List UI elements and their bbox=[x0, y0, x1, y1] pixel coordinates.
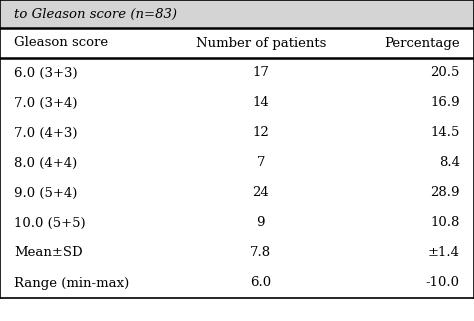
Text: 28.9: 28.9 bbox=[430, 187, 460, 199]
Text: 6.0 (3+3): 6.0 (3+3) bbox=[14, 66, 78, 80]
Text: 14: 14 bbox=[252, 97, 269, 109]
Text: 7.8: 7.8 bbox=[250, 247, 271, 259]
Text: 20.5: 20.5 bbox=[430, 66, 460, 80]
Bar bbox=[0, 58, 474, 88]
Bar bbox=[0, 88, 474, 118]
Text: 10.8: 10.8 bbox=[430, 216, 460, 230]
Text: 24: 24 bbox=[252, 187, 269, 199]
Bar bbox=[0, 0, 474, 28]
Bar bbox=[0, 118, 474, 148]
Text: to Gleason score (n=83): to Gleason score (n=83) bbox=[14, 7, 177, 21]
Text: 7: 7 bbox=[256, 157, 265, 169]
Text: 9.0 (5+4): 9.0 (5+4) bbox=[14, 187, 78, 199]
Text: 17: 17 bbox=[252, 66, 269, 80]
Bar bbox=[0, 148, 474, 178]
Text: 8.4: 8.4 bbox=[439, 157, 460, 169]
Text: Range (min-max): Range (min-max) bbox=[14, 276, 129, 290]
Bar bbox=[0, 178, 474, 208]
Bar bbox=[0, 28, 474, 58]
Bar bbox=[0, 268, 474, 298]
Text: 10.0 (5+5): 10.0 (5+5) bbox=[14, 216, 86, 230]
Bar bbox=[0, 208, 474, 238]
Text: 8.0 (4+4): 8.0 (4+4) bbox=[14, 157, 77, 169]
Text: Mean±SD: Mean±SD bbox=[14, 247, 83, 259]
Text: Gleason score: Gleason score bbox=[14, 37, 109, 49]
Text: 7.0 (4+3): 7.0 (4+3) bbox=[14, 126, 78, 140]
Text: 7.0 (3+4): 7.0 (3+4) bbox=[14, 97, 78, 109]
Bar bbox=[0, 238, 474, 268]
Text: Number of patients: Number of patients bbox=[195, 37, 326, 49]
Text: 16.9: 16.9 bbox=[430, 97, 460, 109]
Text: -10.0: -10.0 bbox=[426, 276, 460, 290]
Text: 12: 12 bbox=[252, 126, 269, 140]
Text: 6.0: 6.0 bbox=[250, 276, 271, 290]
Text: ±1.4: ±1.4 bbox=[428, 247, 460, 259]
Text: Percentage: Percentage bbox=[384, 37, 460, 49]
Text: 14.5: 14.5 bbox=[430, 126, 460, 140]
Text: 9: 9 bbox=[256, 216, 265, 230]
